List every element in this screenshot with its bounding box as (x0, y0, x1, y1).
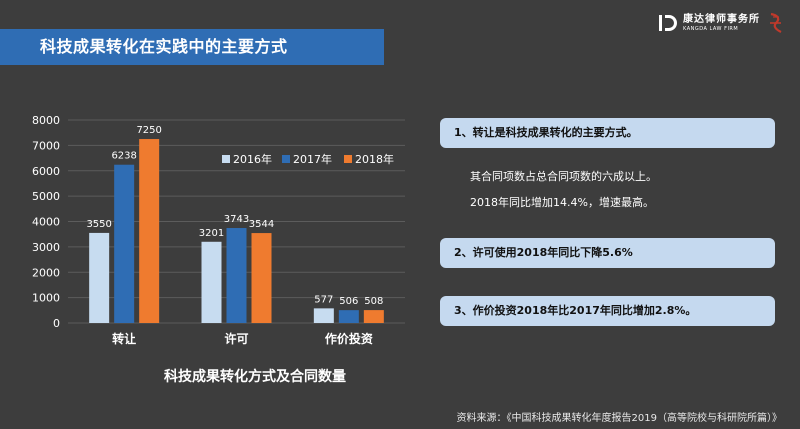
kangda-logo-icon (659, 15, 677, 31)
x-tick-label: 作价投资 (325, 331, 373, 346)
legend-label: 2017年 (293, 152, 332, 166)
seal-icon (770, 12, 782, 33)
bar-2016年-许可 (201, 241, 222, 323)
data-label: 3743 (224, 214, 249, 225)
bar-2017年-转让 (114, 164, 135, 323)
data-label: 508 (364, 296, 383, 307)
legend-swatch (282, 155, 290, 163)
brand-text: 康达律师事务所 KANGDA LAW FIRM (683, 14, 760, 33)
x-axis-ticks: 转让 许可 作价投资 (112, 331, 373, 346)
title-bar: 科技成果转化在实践中的主要方式 (0, 29, 384, 65)
brand-name-en: KANGDA LAW FIRM (683, 25, 739, 32)
point-detail-2: 2018年同比增加14.4%，增速最高。 (470, 196, 654, 209)
bar-2018年-转让 (139, 139, 160, 323)
point-card-1: 1、转让是科技成果转化的主要方式。 (440, 118, 775, 148)
bar-2018年-许可 (251, 233, 272, 323)
x-tick-label: 许可 (224, 331, 248, 346)
data-label: 6238 (111, 151, 136, 162)
bar-2016年-转让 (89, 232, 110, 323)
y-tick-label: 7000 (32, 139, 60, 152)
data-label: 577 (314, 294, 333, 305)
y-axis-ticks: 0 1000 2000 3000 4000 5000 6000 7000 8000 (32, 114, 60, 330)
bar-2018年-作价投资 (363, 310, 384, 323)
legend-label: 2016年 (233, 152, 272, 166)
bar-2017年-许可 (226, 228, 247, 323)
data-label: 7250 (136, 125, 161, 136)
legend-swatch (344, 155, 352, 163)
brand: 康达律师事务所 KANGDA LAW FIRM (657, 8, 784, 38)
y-tick-label: 0 (53, 317, 60, 330)
data-label: 3550 (86, 219, 111, 230)
x-tick-label: 转让 (112, 331, 136, 346)
point-detail-1: 其合同项数占总合同项数的六成以上。 (470, 170, 657, 183)
bar-2017年-作价投资 (338, 310, 359, 323)
source-note: 资料来源：《中国科技成果转化年度报告2019（高等院校与科研院所篇）》 (456, 413, 782, 424)
y-tick-label: 4000 (32, 216, 60, 229)
legend: 2016年 2017年 2018年 (222, 152, 394, 166)
page-title: 科技成果转化在实践中的主要方式 (40, 37, 288, 56)
y-tick-label: 5000 (32, 190, 60, 203)
chart-title: 科技成果转化方式及合同数量 (164, 369, 346, 385)
legend-swatch (222, 155, 230, 163)
y-tick-label: 8000 (32, 114, 60, 127)
data-label: 3544 (249, 219, 274, 230)
y-tick-label: 3000 (32, 241, 60, 254)
y-tick-label: 1000 (32, 292, 60, 305)
brand-name-cn: 康达律师事务所 (683, 13, 760, 25)
bars (89, 139, 384, 323)
data-label: 3201 (199, 228, 224, 239)
y-tick-label: 2000 (32, 266, 60, 279)
y-tick-label: 6000 (32, 165, 60, 178)
point-card-3: 3、作价投资2018年比2017年同比增加2.8%。 (440, 296, 775, 326)
data-label: 506 (339, 296, 358, 307)
legend-label: 2018年 (355, 152, 394, 166)
bar-2016年-作价投资 (313, 308, 334, 323)
point-card-2: 2、许可使用2018年同比下降5.6% (440, 238, 775, 268)
